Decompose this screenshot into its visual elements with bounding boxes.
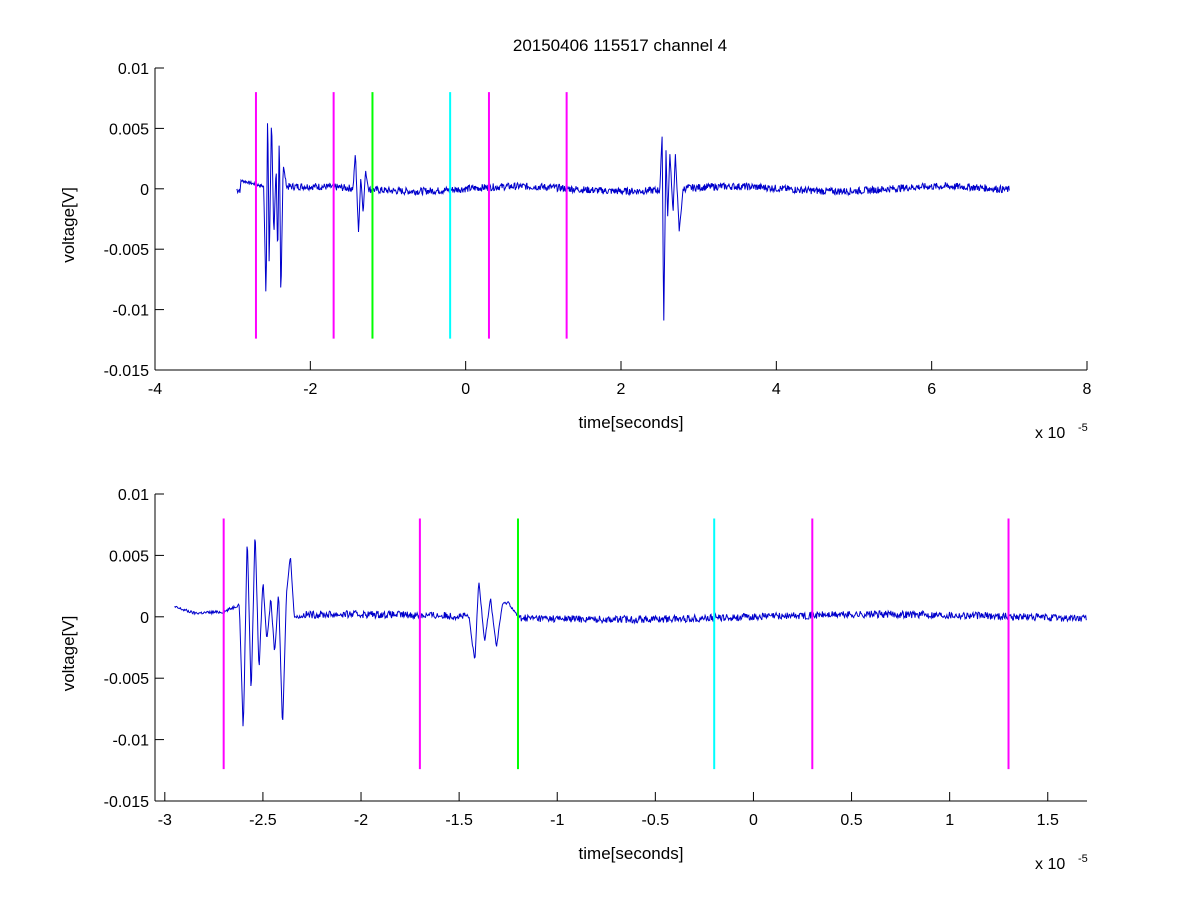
y-tick-label: -0.01 (113, 733, 150, 750)
y-tick-label: -0.005 (104, 671, 149, 688)
figure-title: 20150406 115517 channel 4 (513, 36, 727, 55)
x-tick-label: 6 (927, 381, 936, 398)
x-tick-label: -2 (354, 812, 368, 829)
y-tick-label: 0.005 (109, 121, 149, 138)
y-tick-label: 0.01 (118, 487, 149, 504)
x-tick-label: 1.5 (1037, 812, 1059, 829)
y-tick-label: -0.015 (104, 794, 149, 811)
x-tick-label: -4 (148, 381, 162, 398)
x-tick-label: 0 (749, 812, 758, 829)
axes-top: -4 -2 0 2 4 6 8 -0.015 -0.01 -0.005 0 0.005 0.01 time… (59, 61, 1092, 442)
y-tick-label: 0.01 (118, 61, 149, 78)
y-tick-label: 0 (140, 182, 149, 199)
x-tick-label: 8 (1083, 381, 1092, 398)
x-tick-label: -1.5 (445, 812, 473, 829)
x-tick-label: 0 (461, 381, 470, 398)
axes-frame (155, 68, 1087, 370)
x-tick-label: -2 (303, 381, 317, 398)
y-axis-label: voltage[V] (59, 616, 78, 692)
x-tick-label: 0.5 (840, 812, 862, 829)
y-axis-label: voltage[V] (59, 187, 78, 263)
x-exponent-label: x 10 (1035, 856, 1065, 873)
x-exponent-label: x 10 (1035, 425, 1065, 442)
y-tick-label: 0.005 (109, 548, 149, 565)
x-tick-label: 1 (945, 812, 954, 829)
x-tick-label: -3 (158, 812, 172, 829)
y-tick-label: -0.005 (104, 242, 149, 259)
y-tick-label: -0.01 (113, 303, 150, 320)
y-tick-label: -0.015 (104, 363, 149, 380)
x-axis-label: time[seconds] (579, 844, 684, 863)
axes-frame (155, 494, 1087, 801)
axes-bottom: -3 -2.5 -2 -1.5 -1 -0.5 0 0.5 1 1.5 -0.015 -0.01 -0.… (59, 487, 1088, 873)
x-exponent-value: -5 (1078, 853, 1088, 865)
y-tick-label: 0 (140, 610, 149, 627)
x-tick-label: -2.5 (249, 812, 277, 829)
series-line (174, 539, 1087, 727)
series-line (236, 123, 1010, 321)
x-axis-label: time[seconds] (579, 413, 684, 432)
x-exponent-value: -5 (1078, 422, 1088, 434)
x-tick-label: -1 (550, 812, 564, 829)
x-tick-label: 4 (772, 381, 781, 398)
x-tick-label: -0.5 (642, 812, 670, 829)
x-tick-label: 2 (617, 381, 626, 398)
